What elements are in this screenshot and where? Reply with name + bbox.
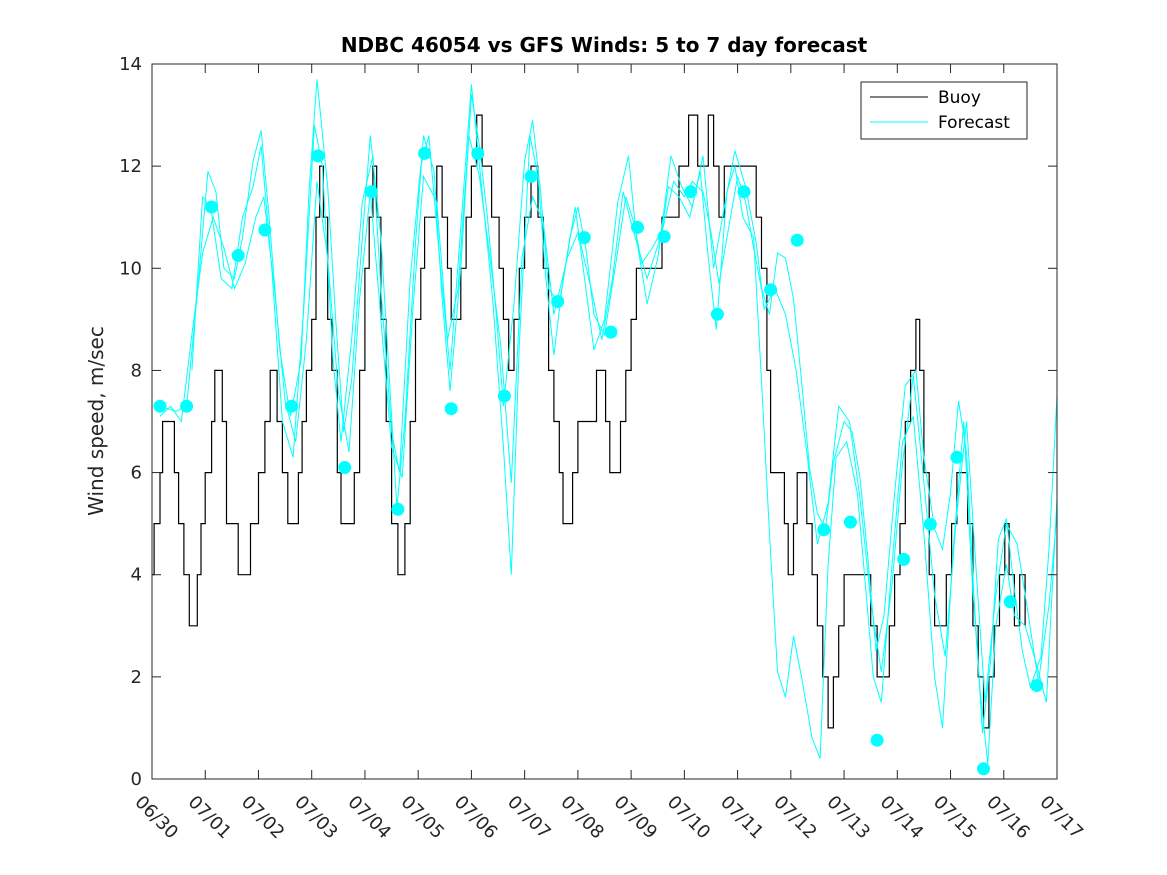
legend-box	[860, 81, 1028, 140]
forecast-marker	[364, 185, 378, 199]
forecast-marker	[311, 149, 325, 163]
forecast-marker	[684, 185, 698, 199]
forecast-marker	[977, 762, 990, 776]
legend-buoy-label: Buoy	[938, 88, 981, 108]
forecast-marker	[153, 399, 167, 413]
forecast-marker	[471, 146, 485, 160]
forecast-series-line-1	[159, 79, 1058, 734]
forecast-marker	[1003, 595, 1017, 609]
forecast-marker	[497, 389, 511, 403]
forecast-marker	[870, 733, 884, 747]
series-layer	[152, 79, 1058, 764]
forecast-marker	[764, 283, 778, 297]
y-tick-label: 2	[131, 667, 142, 688]
y-axis-label: Wind speed, m/sec	[84, 326, 108, 516]
forecast-marker	[1030, 679, 1044, 692]
forecast-series-line-2	[191, 84, 1058, 764]
forecast-marker	[604, 325, 618, 339]
y-tick-label: 14	[119, 54, 142, 75]
forecast-marker	[524, 169, 538, 183]
y-tick-label: 4	[131, 565, 142, 586]
forecast-marker	[285, 399, 298, 413]
forecast-marker	[950, 450, 964, 464]
y-tick-label: 8	[131, 360, 142, 381]
forecast-marker	[790, 233, 804, 247]
forecast-marker	[338, 461, 352, 474]
forecast-marker	[843, 515, 857, 529]
legend-forecast-label: Forecast	[938, 113, 1010, 133]
forecast-marker	[897, 552, 911, 566]
forecast-marker	[737, 185, 751, 199]
forecast-marker	[444, 402, 458, 416]
forecast-marker	[817, 523, 831, 537]
plot-area	[152, 64, 1057, 779]
axes-box	[152, 64, 1057, 779]
marker-layer	[153, 146, 1044, 776]
axes-frame	[151, 63, 1058, 780]
y-tick-label: 6	[131, 463, 142, 484]
forecast-marker	[577, 231, 591, 245]
buoy-series-line	[152, 114, 1026, 729]
y-tick-label: 0	[131, 769, 142, 790]
forecast-marker	[231, 249, 245, 262]
legend: Buoy Forecast	[860, 81, 1028, 140]
forecast-marker	[391, 502, 405, 516]
forecast-marker	[418, 146, 432, 160]
y-tick-label: 10	[119, 258, 142, 279]
chart-title: NDBC 46054 vs GFS Winds: 5 to 7 day fore…	[341, 33, 868, 57]
forecast-marker	[923, 517, 937, 531]
forecast-marker	[551, 295, 565, 308]
forecast-marker	[205, 200, 219, 214]
forecast-marker	[657, 230, 671, 244]
forecast-marker	[710, 307, 724, 321]
forecast-marker	[631, 220, 644, 234]
y-tick-label: 12	[119, 156, 142, 177]
forecast-series-line-3	[159, 135, 1058, 703]
forecast-marker	[180, 399, 194, 413]
forecast-marker	[258, 223, 272, 237]
